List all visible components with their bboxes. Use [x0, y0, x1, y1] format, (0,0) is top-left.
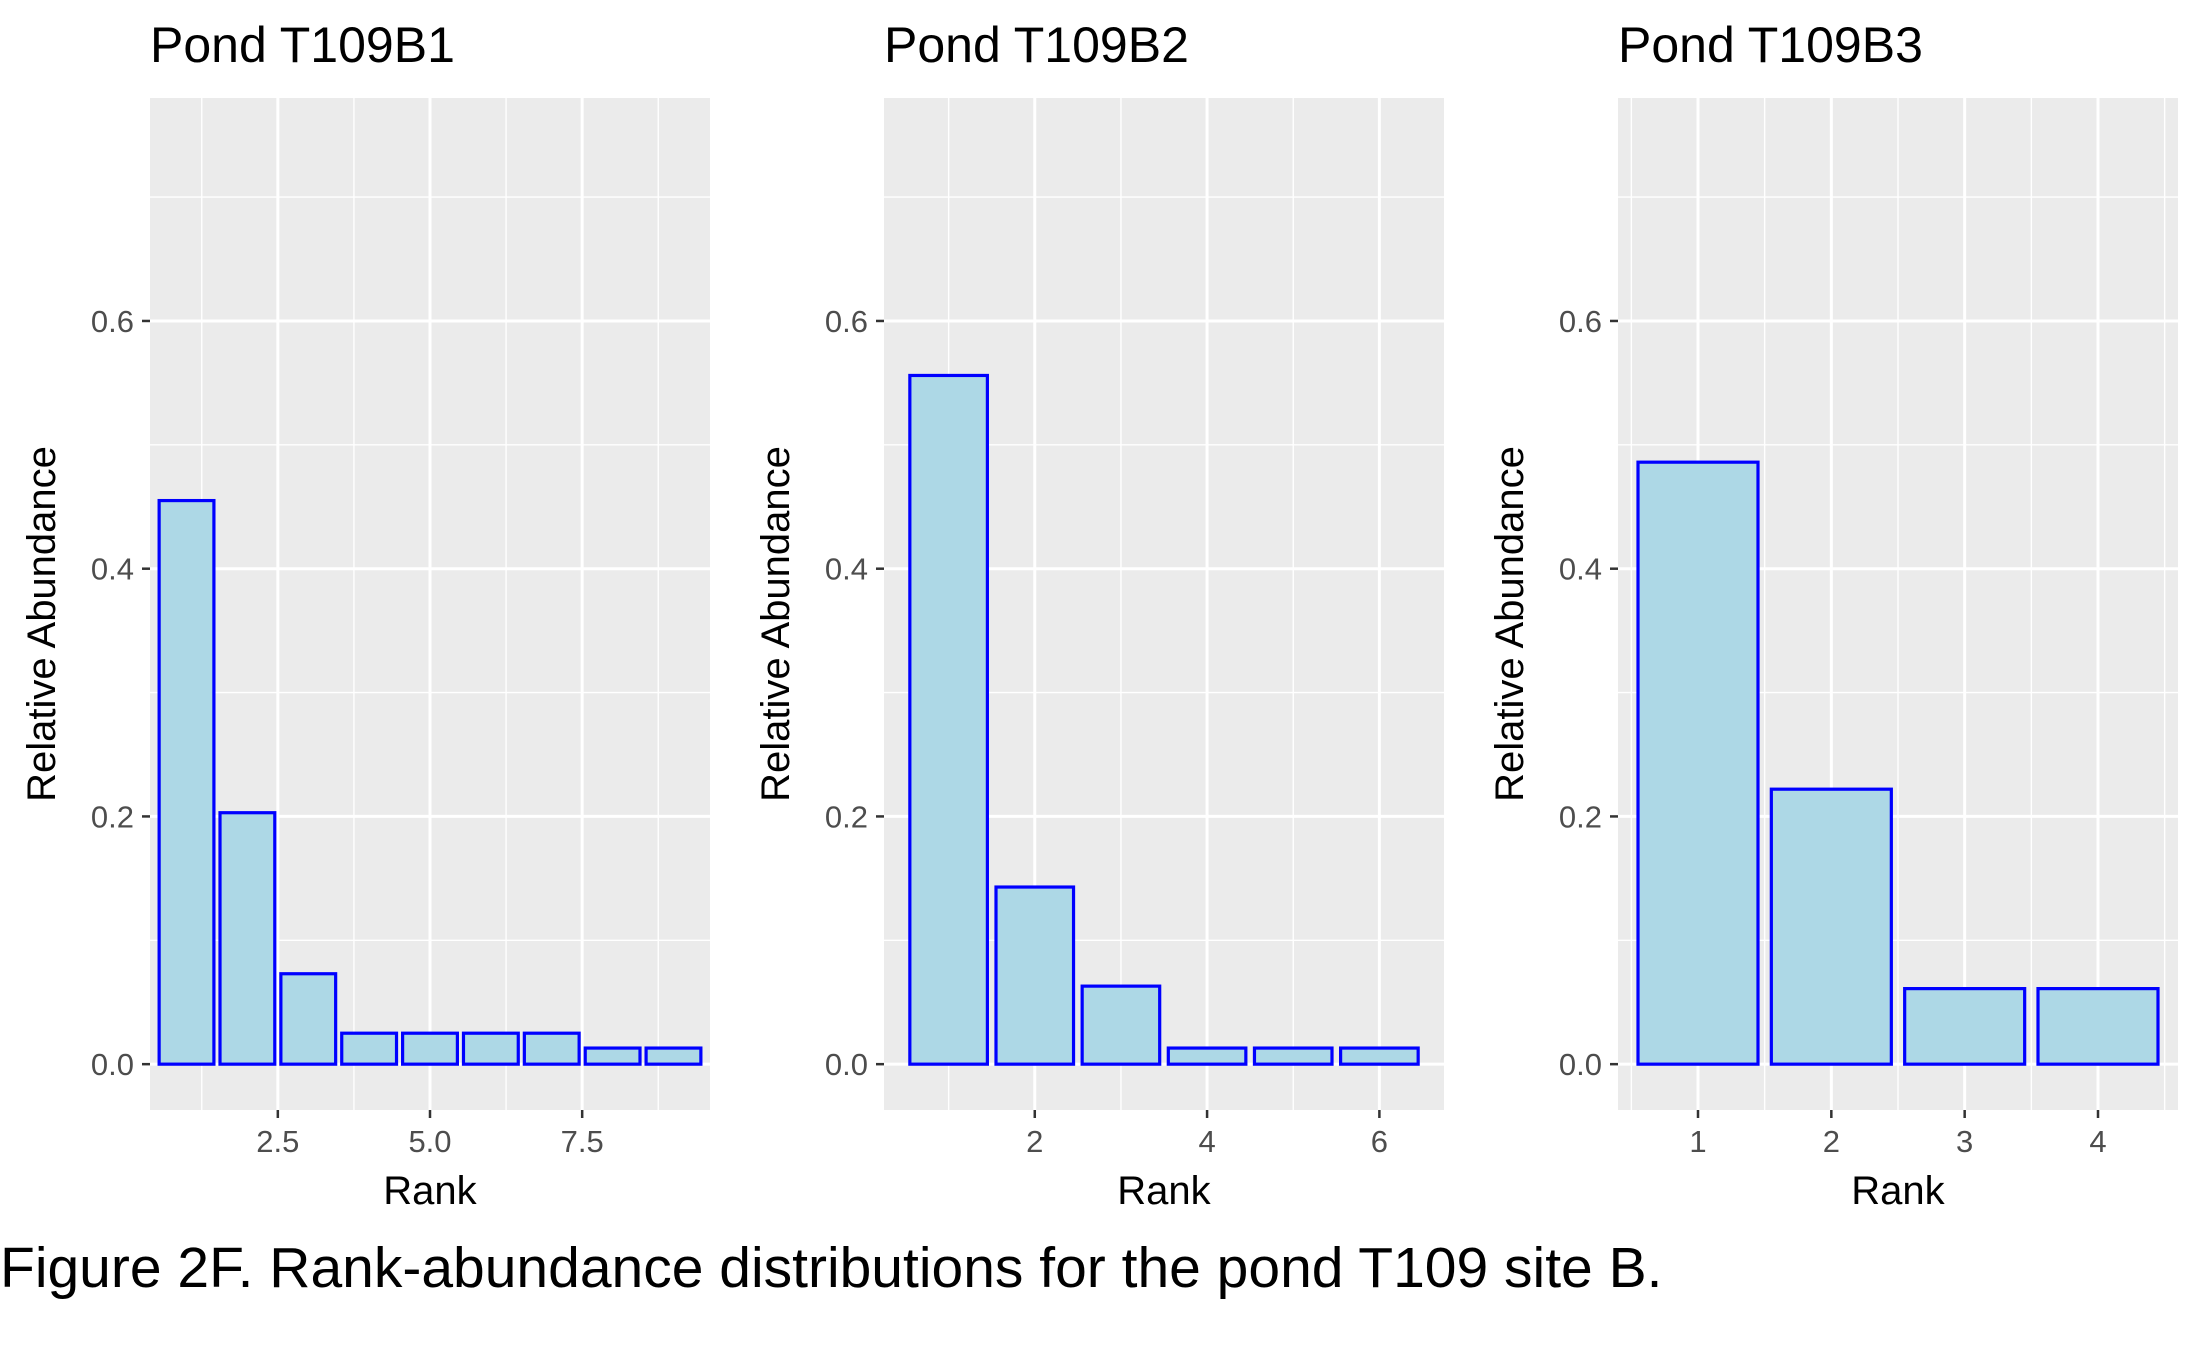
panel-title: Pond T109B3: [1618, 17, 1923, 73]
bar-rank-1: [1636, 460, 1760, 1066]
bar-rank-5: [401, 1031, 459, 1066]
bar-rank-9: [644, 1046, 703, 1066]
bar-rank-6: [1339, 1046, 1420, 1066]
bar-rank-8: [583, 1046, 642, 1066]
x-tick-label: 6: [1371, 1124, 1388, 1159]
bar-rank-3: [1903, 987, 2027, 1066]
panel-title: Pond T109B2: [884, 17, 1189, 73]
bar-rank-5: [1252, 1046, 1334, 1066]
chart-panel-2: 0.0 0.2 0.4 0.6 2 4 6 Pond T109B2 Rank Relative A…: [754, 17, 1444, 1213]
bar-rank-3: [279, 972, 338, 1066]
bar-rank-3: [1080, 984, 1162, 1066]
x-tick-label: 2.5: [256, 1124, 299, 1159]
x-tick-label: 2: [1823, 1124, 1840, 1159]
bar-rank-2: [994, 885, 1076, 1066]
y-tick-label: 0.4: [1559, 552, 1602, 587]
bar-rank-1: [908, 373, 989, 1066]
y-tick-label: 0.6: [1559, 304, 1602, 339]
y-axis-title: Relative Abundance: [20, 446, 64, 802]
x-axis-title: Rank: [383, 1169, 477, 1213]
x-tick-label: 2: [1026, 1124, 1043, 1159]
y-tick-label: 0.2: [1559, 799, 1602, 834]
bar-rank-4: [2036, 987, 2160, 1066]
y-tick-label: 0.2: [825, 799, 868, 834]
y-tick-label: 0.4: [91, 552, 134, 587]
chart-panel-1: 0.0 0.2 0.4 0.6 2.5 5.0 7.5 Pond T109B1 Rank Rela…: [20, 17, 710, 1213]
x-tick-label: 4: [2089, 1124, 2106, 1159]
chart-panel-3: 0.0 0.2 0.4 0.6 1 2 3 4 Pond T109B3 Rank Relative …: [1488, 17, 2178, 1213]
y-tick-label: 0.0: [91, 1047, 134, 1082]
rank-abundance-figure: 0.0 0.2 0.4 0.6 2.5 5.0 7.5 Pond T109B1 Rank Rela…: [20, 17, 2178, 1213]
bar-rank-4: [340, 1031, 399, 1066]
x-tick-label: 1: [1689, 1124, 1706, 1159]
panel-title: Pond T109B1: [150, 17, 455, 73]
bar-rank-2: [1769, 787, 1893, 1066]
y-axis-title: Relative Abundance: [754, 446, 798, 802]
y-tick-label: 0.0: [825, 1047, 868, 1082]
x-axis-title: Rank: [1117, 1169, 1211, 1213]
x-axis-title: Rank: [1851, 1169, 1945, 1213]
y-tick-label: 0.4: [825, 552, 868, 587]
bar-rank-6: [461, 1031, 520, 1066]
y-tick-label: 0.0: [1559, 1047, 1602, 1082]
x-tick-label: 4: [1198, 1124, 1215, 1159]
bar-rank-4: [1166, 1046, 1248, 1066]
bar-rank-7: [522, 1031, 581, 1066]
figure-caption: Figure 2F. Rank-abundance distributions …: [0, 1236, 1663, 1300]
bar-rank-2: [218, 811, 277, 1066]
x-tick-label: 3: [1956, 1124, 1973, 1159]
y-tick-label: 0.6: [91, 304, 134, 339]
x-tick-label: 7.5: [561, 1124, 604, 1159]
y-tick-label: 0.6: [825, 304, 868, 339]
bar-rank-1: [157, 498, 216, 1066]
x-tick-label: 5.0: [408, 1124, 451, 1159]
y-axis-title: Relative Abundance: [1488, 446, 1532, 802]
y-tick-label: 0.2: [91, 799, 134, 834]
